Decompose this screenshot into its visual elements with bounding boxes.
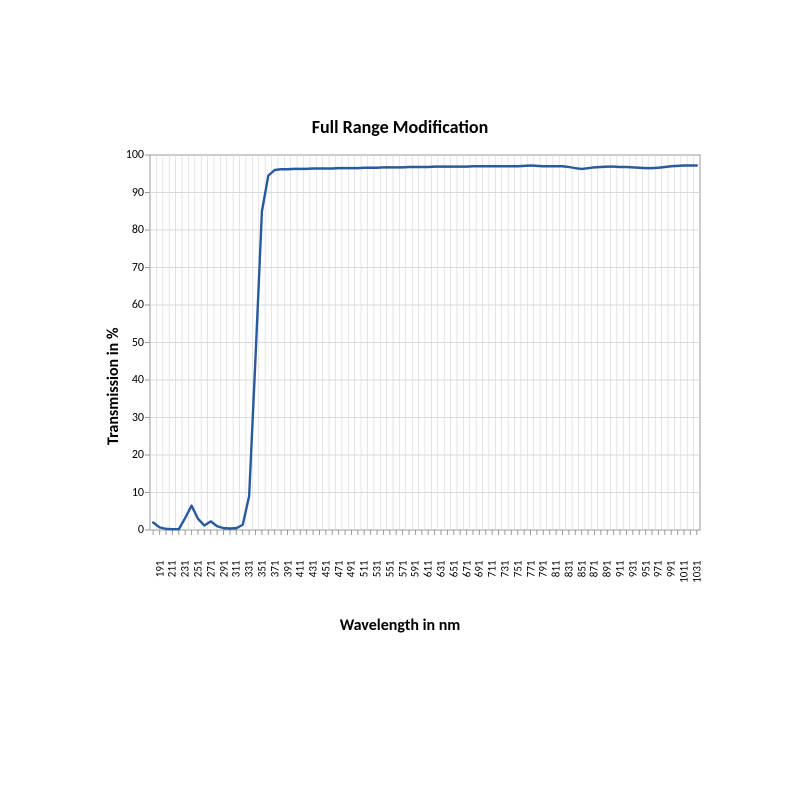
y-tick-label: 0	[110, 523, 144, 537]
x-tick-label: 391	[281, 561, 294, 591]
x-tick-label: 951	[639, 561, 652, 591]
y-tick-label: 40	[110, 373, 144, 387]
x-tick-label: 511	[358, 561, 371, 591]
y-tick-label: 30	[110, 411, 144, 425]
x-tick-label: 291	[217, 561, 230, 591]
x-tick-label: 1011	[678, 561, 691, 591]
x-tick-label: 491	[345, 561, 358, 591]
chart-container: Full Range Modification Transmission in …	[0, 0, 800, 800]
y-tick-label: 60	[110, 298, 144, 312]
y-tick-label: 100	[110, 148, 144, 162]
x-tick-label: 231	[179, 561, 192, 591]
x-tick-label: 191	[153, 561, 166, 591]
x-tick-label: 271	[204, 561, 217, 591]
x-tick-label: 811	[550, 561, 563, 591]
x-tick-label: 551	[383, 561, 396, 591]
x-tick-label: 711	[486, 561, 499, 591]
x-tick-label: 671	[460, 561, 473, 591]
x-tick-label: 751	[511, 561, 524, 591]
x-tick-label: 991	[665, 561, 678, 591]
chart-plot	[0, 0, 800, 800]
y-tick-label: 70	[110, 261, 144, 275]
x-tick-label: 431	[307, 561, 320, 591]
y-tick-label: 10	[110, 486, 144, 500]
x-tick-label: 891	[601, 561, 614, 591]
x-tick-label: 251	[191, 561, 204, 591]
x-tick-label: 451	[319, 561, 332, 591]
x-tick-label: 371	[268, 561, 281, 591]
x-tick-label: 791	[537, 561, 550, 591]
y-tick-label: 80	[110, 223, 144, 237]
x-tick-label: 531	[371, 561, 384, 591]
x-tick-label: 691	[473, 561, 486, 591]
x-tick-label: 351	[255, 561, 268, 591]
x-tick-label: 411	[294, 561, 307, 591]
x-tick-label: 211	[166, 561, 179, 591]
x-tick-label: 971	[652, 561, 665, 591]
x-tick-label: 651	[447, 561, 460, 591]
x-tick-label: 911	[614, 561, 627, 591]
x-tick-label: 771	[524, 561, 537, 591]
x-tick-label: 871	[588, 561, 601, 591]
x-tick-label: 831	[562, 561, 575, 591]
x-tick-label: 631	[434, 561, 447, 591]
x-tick-label: 471	[332, 561, 345, 591]
x-tick-label: 1031	[690, 561, 703, 591]
x-tick-label: 611	[422, 561, 435, 591]
x-tick-label: 851	[575, 561, 588, 591]
y-tick-label: 20	[110, 448, 144, 462]
x-tick-label: 331	[243, 561, 256, 591]
x-tick-label: 731	[498, 561, 511, 591]
y-tick-label: 90	[110, 186, 144, 200]
y-tick-label: 50	[110, 336, 144, 350]
x-tick-label: 591	[409, 561, 422, 591]
x-tick-label: 571	[396, 561, 409, 591]
x-tick-label: 311	[230, 561, 243, 591]
x-tick-label: 931	[626, 561, 639, 591]
